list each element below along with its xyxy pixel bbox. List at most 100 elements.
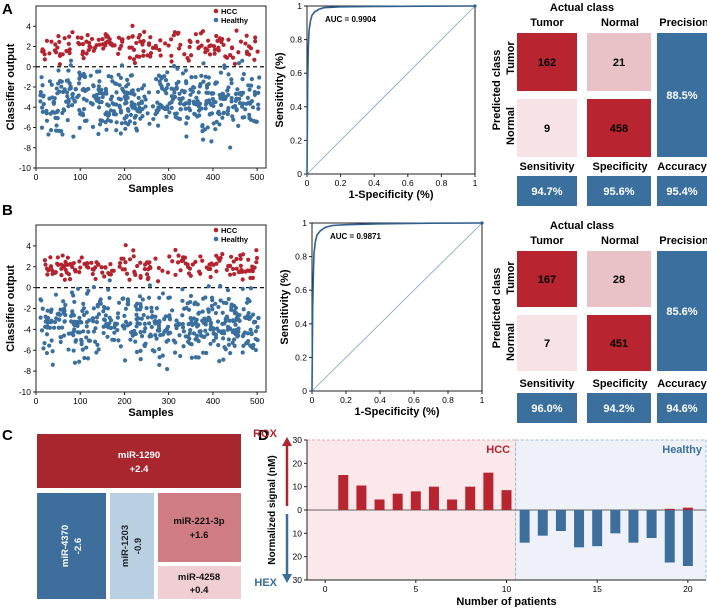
healthy-point xyxy=(169,94,174,99)
hcc-point xyxy=(166,43,171,48)
hcc-point xyxy=(217,36,222,41)
healthy-point xyxy=(228,145,233,150)
healthy-point xyxy=(77,107,82,113)
healthy-point xyxy=(209,139,214,144)
x-tick-label: 0.8 xyxy=(442,395,454,405)
healthy-point xyxy=(173,115,178,120)
diagonal-reference-line xyxy=(311,222,483,392)
healthy-point xyxy=(249,77,254,82)
y-tick-label: 30 xyxy=(293,435,303,445)
hex-bar xyxy=(574,510,585,548)
hcc-point xyxy=(44,38,50,43)
healthy-point xyxy=(39,328,45,333)
x-tick-label: 1 xyxy=(473,178,478,188)
healthy-point xyxy=(166,295,171,300)
healthy-point xyxy=(182,306,187,311)
healthy-point xyxy=(62,319,67,324)
hcc-point xyxy=(67,34,72,39)
healthy-point xyxy=(253,336,258,342)
healthy-point xyxy=(122,90,127,95)
hcc-point xyxy=(193,259,198,265)
healthy-point xyxy=(45,308,50,313)
hcc-point xyxy=(176,46,182,51)
healthy-point xyxy=(117,105,122,110)
tile-mir-4258 xyxy=(158,566,241,599)
healthy-point xyxy=(164,114,169,119)
healthy-point xyxy=(106,111,111,116)
healthy-point xyxy=(253,329,259,334)
healthy-point xyxy=(97,79,102,84)
healthy-point xyxy=(45,324,50,329)
healthy-point xyxy=(165,70,170,75)
healthy-point xyxy=(240,115,245,120)
healthy-point xyxy=(137,101,142,106)
hcc-point xyxy=(94,43,99,48)
healthy-point xyxy=(181,344,186,349)
predicted-class-label: Predicted class xyxy=(491,268,503,349)
healthy-point xyxy=(77,315,82,321)
healthy-point xyxy=(229,77,234,82)
healthy-point xyxy=(93,326,98,331)
healthy-point xyxy=(252,92,257,97)
healthy-point xyxy=(122,313,127,319)
hcc-group-label: HCC xyxy=(486,444,510,456)
healthy-point xyxy=(195,324,200,329)
healthy-point xyxy=(193,74,198,80)
hcc-point xyxy=(104,34,109,39)
healthy-point xyxy=(248,117,253,122)
healthy-point xyxy=(245,296,250,302)
healthy-point xyxy=(194,95,199,100)
healthy-point xyxy=(226,105,231,111)
x-tick-label: 0 xyxy=(310,395,315,405)
healthy-point xyxy=(81,107,87,112)
healthy-point xyxy=(172,350,178,355)
hcc-point xyxy=(156,265,161,271)
healthy-point xyxy=(166,82,171,87)
healthy-point xyxy=(221,300,226,305)
healthy-point xyxy=(234,328,239,333)
treemap-c: miR-1290 +2.4 miR-4370 -2.6 miR-1203 -0.… xyxy=(37,434,241,599)
hcc-point xyxy=(45,272,50,277)
healthy-point xyxy=(167,110,172,115)
legend-healthy-marker xyxy=(213,17,219,23)
hcc-point xyxy=(57,39,62,44)
healthy-point xyxy=(39,125,45,130)
rox-bar xyxy=(501,490,512,510)
hcc-point xyxy=(40,47,45,52)
sensitivity-label: Sensitivity xyxy=(519,161,575,173)
healthy-point xyxy=(230,340,235,345)
healthy-point xyxy=(207,112,212,117)
healthy-point xyxy=(240,286,245,291)
auc-annotation: AUC = 0.9871 xyxy=(330,232,381,241)
healthy-point xyxy=(59,79,64,84)
healthy-point xyxy=(250,105,256,110)
tp-value: 162 xyxy=(538,57,556,69)
healthy-point xyxy=(64,78,69,83)
healthy-point xyxy=(68,313,74,319)
healthy-point xyxy=(58,339,63,345)
hcc-point xyxy=(42,258,48,263)
tile-label: miR-1203 xyxy=(120,525,131,567)
healthy-point xyxy=(236,317,241,322)
hcc-point xyxy=(144,272,150,277)
healthy-point xyxy=(157,295,162,300)
healthy-point xyxy=(250,312,256,317)
healthy-point xyxy=(228,351,233,356)
healthy-point xyxy=(231,105,236,110)
healthy-point xyxy=(240,334,246,339)
hcc-point xyxy=(46,268,51,273)
healthy-point xyxy=(154,77,159,82)
healthy-point xyxy=(163,314,168,319)
hcc-point xyxy=(87,44,92,49)
hcc-point xyxy=(79,255,84,260)
healthy-point xyxy=(136,87,141,93)
healthy-point xyxy=(157,355,162,360)
healthy-point xyxy=(86,338,91,343)
healthy-point xyxy=(52,319,58,325)
healthy-point xyxy=(245,95,250,100)
hcc-point xyxy=(138,275,143,280)
healthy-point xyxy=(209,102,214,107)
healthy-point xyxy=(221,357,226,362)
healthy-point xyxy=(96,312,102,317)
hcc-point xyxy=(58,52,63,57)
